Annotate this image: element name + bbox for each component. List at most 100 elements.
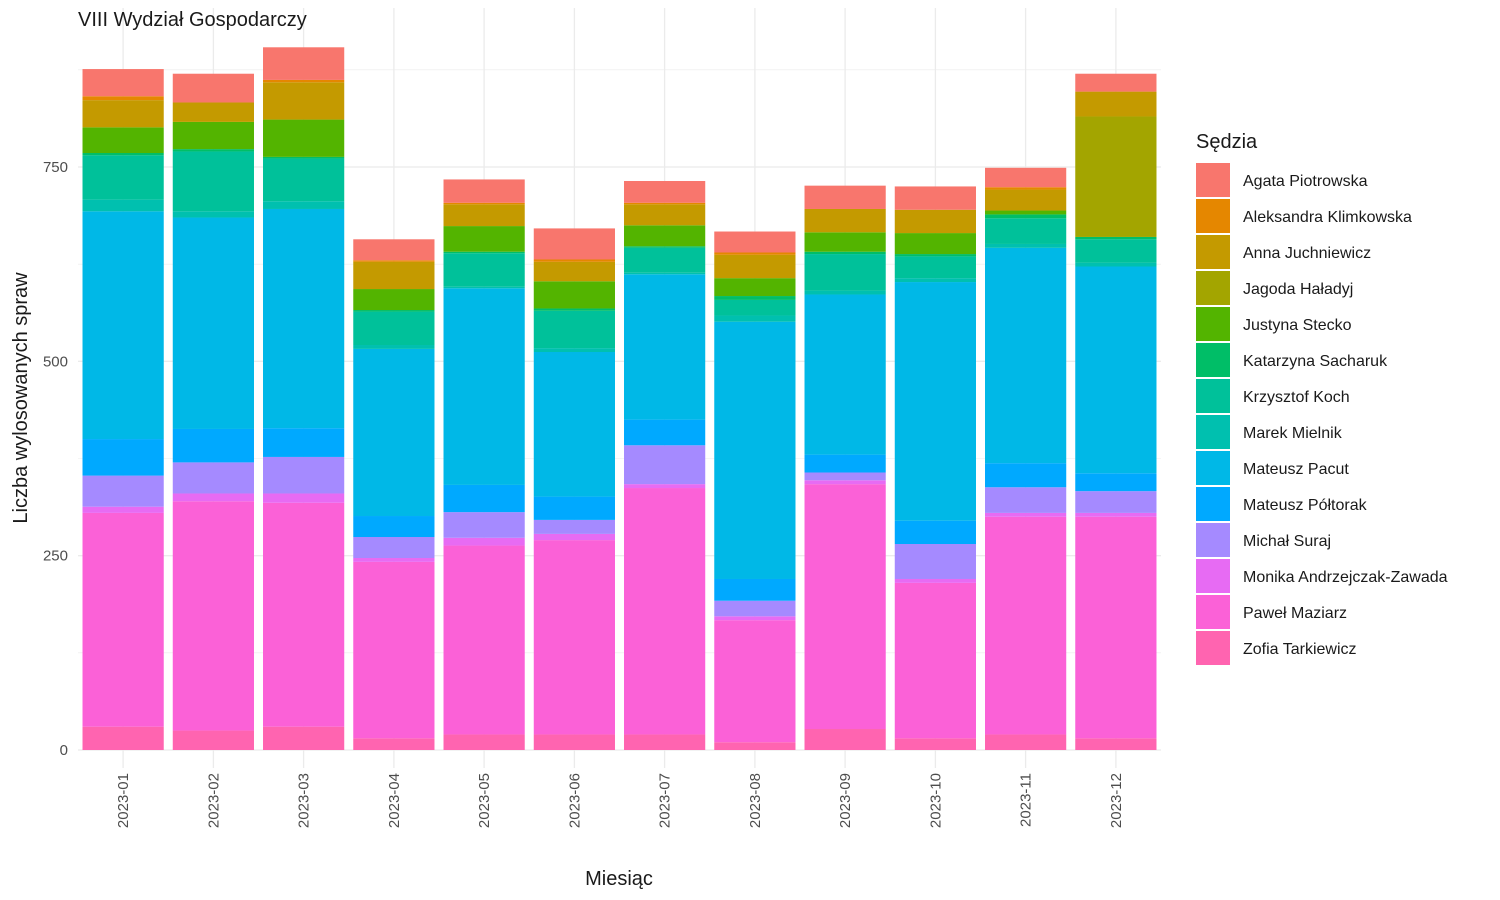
- bar-segment: [263, 79, 345, 83]
- legend-label: Agata Piotrowska: [1243, 173, 1368, 190]
- bar-segment: [624, 202, 706, 205]
- bar-segment: [714, 620, 796, 743]
- legend-label: Paweł Maziarz: [1243, 605, 1347, 622]
- bar-segment: [714, 742, 796, 750]
- bar-segment: [714, 578, 796, 601]
- bar-segment: [1075, 91, 1157, 117]
- bar-segment: [263, 119, 345, 157]
- bar-segment: [82, 127, 164, 154]
- bar-segment: [443, 204, 525, 227]
- y-tick-label: 500: [43, 353, 68, 370]
- y-tick-label: 250: [43, 548, 68, 565]
- legend-swatch: [1196, 487, 1230, 521]
- bar-segment: [624, 484, 706, 489]
- y-tick-label: 750: [43, 159, 68, 176]
- bar-segment: [894, 738, 976, 750]
- legend-label: Aleksandra Klimkowska: [1243, 209, 1412, 226]
- bar-segment: [714, 278, 796, 297]
- bar-segment: [714, 315, 796, 322]
- bar-segment: [624, 204, 706, 226]
- bar-segment: [82, 199, 164, 212]
- legend-swatch: [1196, 307, 1230, 341]
- bar-segment: [804, 208, 886, 233]
- legend-label: Krzysztof Koch: [1243, 389, 1350, 406]
- bar-segment: [172, 217, 254, 429]
- chart-title: VIII Wydział Gospodarczy: [78, 9, 307, 31]
- bar-segment: [714, 254, 796, 279]
- x-tick-label: 2023-12: [1108, 773, 1125, 828]
- bar-segment: [804, 294, 886, 455]
- bar-segment: [443, 288, 525, 485]
- bar-segment: [894, 582, 976, 739]
- bar-segment: [353, 561, 435, 739]
- bar-segment: [443, 251, 525, 254]
- bar-segment: [82, 726, 164, 750]
- bar-segment: [263, 201, 345, 209]
- bar-segment: [804, 290, 886, 295]
- bar-segment: [82, 96, 164, 101]
- bar-segment: [804, 480, 886, 485]
- bar-segment: [82, 153, 164, 156]
- bar-segment: [443, 226, 525, 252]
- bar-segment: [172, 73, 254, 103]
- bar-segment: [624, 734, 706, 750]
- bar-segment: [1075, 239, 1157, 263]
- bar-segment: [985, 187, 1067, 190]
- bar-segment: [894, 254, 976, 257]
- bar-segment: [894, 578, 976, 583]
- bar-segment: [894, 282, 976, 521]
- bar-segment: [263, 82, 345, 120]
- bar-segment: [804, 729, 886, 750]
- bar-segment: [804, 454, 886, 473]
- bar-segment: [804, 484, 886, 730]
- bar-segment: [714, 321, 796, 579]
- bar-segment: [1075, 491, 1157, 513]
- y-tick-labels: 0 250 500 750: [43, 159, 68, 759]
- bar-segment: [804, 254, 886, 291]
- bar-segment: [263, 208, 345, 429]
- bar-segment: [353, 345, 435, 349]
- bar-segment: [172, 462, 254, 494]
- bar-segment: [172, 428, 254, 463]
- bar-segment: [714, 296, 796, 300]
- bar-segment: [624, 225, 706, 247]
- bar-segment: [263, 456, 345, 494]
- legend-swatch: [1196, 163, 1230, 197]
- bar-segment: [82, 100, 164, 128]
- bars-layer: [82, 47, 1157, 750]
- y-axis-title: Liczba wylosowanych spraw: [10, 272, 32, 524]
- bar-segment: [172, 730, 254, 750]
- bar-segment: [533, 352, 615, 497]
- bar-segment: [353, 310, 435, 312]
- bar-segment: [533, 533, 615, 541]
- x-tick-label: 2023-10: [927, 773, 944, 828]
- bar-segment: [443, 537, 525, 546]
- bar-segment: [353, 311, 435, 346]
- bar-segment: [533, 519, 615, 534]
- bar-segment: [985, 512, 1067, 517]
- bar-segment: [443, 202, 525, 205]
- bar-segment: [1075, 512, 1157, 517]
- bar-segment: [172, 211, 254, 218]
- x-tick-label: 2023-07: [657, 773, 674, 828]
- bar-segment: [172, 151, 254, 212]
- legend: Agata Piotrowska Aleksandra Klimkowska Ann…: [1196, 163, 1448, 665]
- bar-segment: [624, 246, 706, 248]
- legend-title: Sędzia: [1196, 131, 1258, 153]
- bar-segment: [985, 210, 1067, 215]
- bar-segment: [353, 239, 435, 261]
- bar-segment: [172, 121, 254, 150]
- bar-segment: [353, 260, 435, 262]
- legend-label: Jagoda Haładyj: [1243, 281, 1353, 298]
- bar-segment: [985, 734, 1067, 750]
- bar-segment: [624, 445, 706, 485]
- bar-segment: [1075, 116, 1157, 237]
- x-tick-label: 2023-05: [476, 773, 493, 828]
- bar-segment: [533, 540, 615, 735]
- bar-segment: [894, 256, 976, 279]
- bar-segment: [82, 211, 164, 440]
- bar-segment: [1075, 262, 1157, 267]
- bar-segment: [1075, 516, 1157, 739]
- bar-segment: [443, 512, 525, 538]
